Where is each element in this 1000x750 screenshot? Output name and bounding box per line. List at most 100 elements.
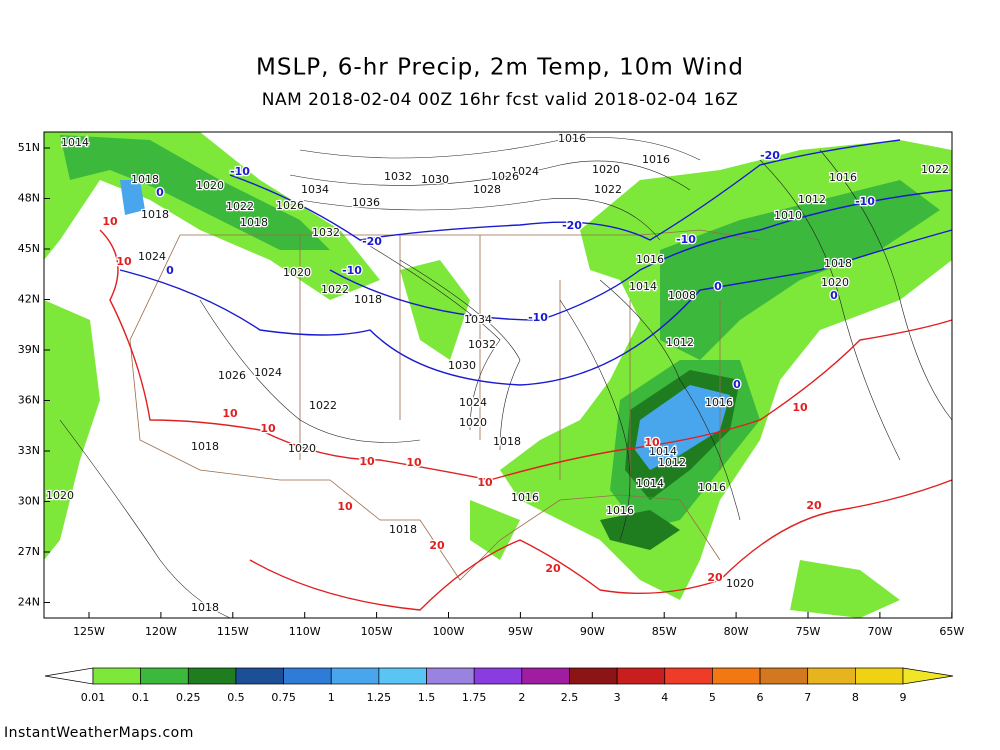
axes: 51N 48N 45N 42N 39N 36N 33N 30N 27N 24N 125W 120W 11… [18,141,965,638]
contour-labels: 1014 101610161020102410261028103010321036… [45,131,951,616]
contour-label: 10 [644,436,660,449]
colorbar-swatch [187,667,237,685]
isobars [59,137,953,619]
colorbar-label: 4 [661,691,668,704]
colorbar-label: 1 [328,691,335,704]
longitude-label: 75W [796,625,821,638]
colorbar-swatch [235,667,284,685]
credit: InstantWeatherMaps.com [4,725,194,741]
contour-label: 1014 [636,477,664,490]
contour-label: 1030 [421,173,449,186]
contour-label: 10 [477,476,493,489]
contour-label: 1018 [389,523,417,536]
contour-label: 1016 [698,481,726,494]
latitude-label: 45N [18,242,40,255]
precip-area [120,180,145,215]
contour-label: 1022 [321,283,349,296]
colorbar: 0.01 0.1 0.25 0.5 0.75 1 1.25 1.5 1.75 2 2.5 3 4 5 6 7 8… [44,667,954,704]
colorbar-label: 8 [852,691,859,704]
isobar [289,160,691,191]
isobar [199,299,421,443]
longitude-label: 85W [652,625,677,638]
contour-label: 10 [359,455,375,468]
longitude-label: 95W [508,625,533,638]
contour-label: 0 [830,289,838,302]
contour-label: 1012 [666,336,694,349]
contour-label: 20 [545,562,561,575]
latitude-label: 33N [18,444,40,457]
longitude-label: 70W [867,625,892,638]
contour-label: -20 [562,219,582,232]
colorbar-label: 1.75 [462,691,487,704]
contour-label: 10 [406,456,422,469]
contour-label: 1014 [629,280,657,293]
contour-label: 0 [714,280,722,293]
contour-label: 1014 [61,136,89,149]
latitude-label: 36N [18,394,40,407]
border-line [180,229,761,241]
colorbar-label: 0.01 [81,691,106,704]
contour-label: -10 [855,195,875,208]
isobar [599,279,741,521]
colorbar-swatch [473,667,523,685]
contour-label: 1010 [774,209,802,222]
contour-label: 1018 [141,208,169,221]
colorbar-label: 7 [804,691,811,704]
isobar [399,259,521,451]
contour-label: 1022 [594,183,622,196]
contour-label: -10 [342,264,362,277]
latitude-label: 48N [18,192,40,205]
colorbar-swatch [807,667,856,685]
border-line [129,234,721,581]
isobar [299,137,701,161]
latitude-label: 39N [18,343,40,356]
contour-label: 10 [102,215,118,228]
contour-label: 1012 [798,193,826,206]
colorbar-swatch [330,667,380,685]
contour-label: 1020 [283,266,311,279]
contour-label: 20 [806,499,822,512]
longitude-label: 90W [580,625,605,638]
contour-label: 20 [707,571,723,584]
contour-label: 1036 [352,196,380,209]
latitude-label: 27N [18,545,40,558]
precip-area [635,385,730,470]
contour-label: -10 [676,233,696,246]
contour-label: 1022 [309,399,337,412]
cold-isotherms [119,139,953,386]
colorbar-swatch [712,667,761,685]
isobar [299,198,661,241]
contour-label: 1016 [511,491,539,504]
colorbar-swatch [140,667,189,685]
colorbar-label: 6 [757,691,764,704]
contour-label: 1018 [824,257,852,270]
colorbar-over [902,667,954,685]
isotherm [229,139,901,241]
isotherm [119,229,953,386]
contour-label: -10 [230,165,250,178]
colorbar-label: 0.75 [271,691,296,704]
isotherm [329,189,953,321]
isotherm [99,229,953,481]
contour-label: 0 [733,378,741,391]
longitude-label: 105W [361,625,393,638]
colorbar-swatch [521,667,570,685]
contour-label: -20 [760,149,780,162]
latitude-label: 51N [18,141,40,154]
contour-label: 1018 [493,435,521,448]
latitude-label: 30N [18,495,40,508]
longitude-label: 100W [433,625,465,638]
contour-label: 1026 [276,199,304,212]
isobar [819,149,953,421]
contour-label: 10 [337,500,353,513]
contour-label: 10 [260,422,276,435]
contour-label: 1018 [240,216,268,229]
colorbar-label: 2.5 [561,691,579,704]
contour-label: 1028 [473,183,501,196]
colorbar-swatch [378,667,427,685]
colorbar-swatch [664,667,713,685]
contour-label: 1018 [131,173,159,186]
isobar [759,159,901,461]
contour-label: 1018 [191,601,219,614]
